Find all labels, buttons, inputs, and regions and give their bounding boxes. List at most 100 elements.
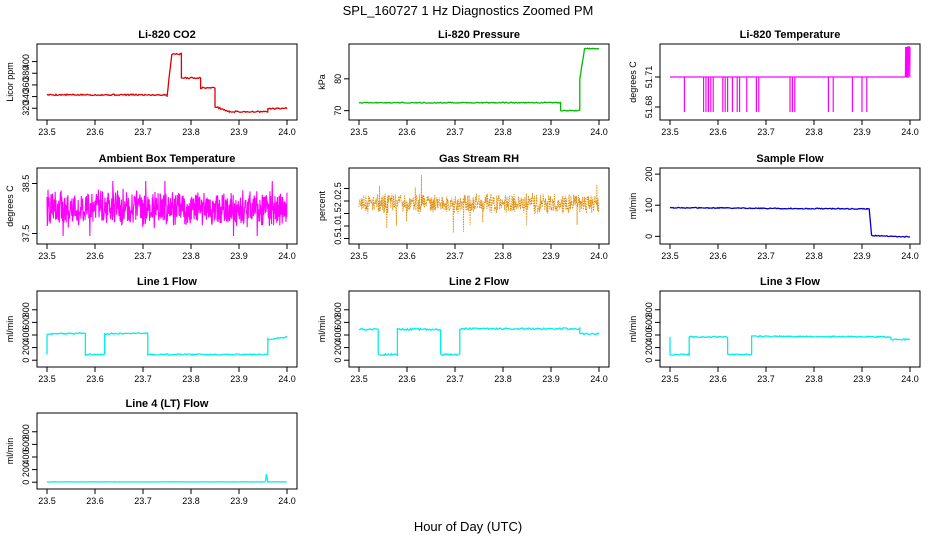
series-line xyxy=(669,206,911,238)
x-tick-label: 23.6 xyxy=(398,127,416,137)
x-tick-label: 23.5 xyxy=(38,127,56,137)
panel-9: Line 4 (LT) Flow ml/min 23.5 23.6 23.7 23.8 23… xyxy=(5,398,298,506)
y-axis-label: ml/min xyxy=(317,316,327,343)
x-tick-label: 23.7 xyxy=(134,127,152,137)
plot-frame xyxy=(659,290,921,368)
plot-frame xyxy=(348,290,610,368)
y-axis-label: Licor ppm xyxy=(5,62,15,102)
series-line xyxy=(46,332,288,357)
x-tick-label: 23.7 xyxy=(134,374,152,384)
y-tick-label: 51.68 xyxy=(644,96,654,119)
x-tick-label: 23.5 xyxy=(661,374,679,384)
series-line xyxy=(358,326,600,357)
x-tick-label: 23.5 xyxy=(350,251,368,261)
x-tick-label: 23.5 xyxy=(661,251,679,261)
x-tick-label: 23.9 xyxy=(230,251,248,261)
x-tick-label: 23.6 xyxy=(398,251,416,261)
y-tick-label: 2.5 xyxy=(333,182,343,195)
y-tick-label: 0 xyxy=(644,358,654,363)
x-tick-label: 23.7 xyxy=(757,374,775,384)
y-axis-label: ml/min xyxy=(628,316,638,343)
y-tick-label: 400 xyxy=(644,327,654,342)
panel-title: Line 3 Flow xyxy=(760,276,820,288)
x-tick-label: 23.5 xyxy=(38,374,56,384)
y-tick-label: 0 xyxy=(21,358,31,363)
y-tick-label: 400 xyxy=(21,449,31,464)
y-tick-label: 0 xyxy=(333,358,343,363)
x-tick-label: 23.7 xyxy=(446,374,464,384)
x-tick-label: 24.0 xyxy=(901,251,919,261)
x-tick-label: 23.7 xyxy=(757,127,775,137)
plot-frame xyxy=(659,167,921,245)
figure-title: SPL_160727 1 Hz Diagnostics Zoomed PM xyxy=(343,3,594,18)
plot-frame xyxy=(36,167,298,245)
y-axis-label: ml/min xyxy=(5,316,15,343)
x-tick-label: 23.6 xyxy=(709,374,727,384)
y-axis-label: kPa xyxy=(317,74,327,90)
series-line xyxy=(358,47,600,112)
x-tick-label: 23.6 xyxy=(398,374,416,384)
x-tick-label: 23.6 xyxy=(86,374,104,384)
x-tick-label: 24.0 xyxy=(590,374,608,384)
plot-frame xyxy=(348,167,610,245)
plot-frame xyxy=(36,412,298,490)
x-tick-label: 23.5 xyxy=(38,496,56,506)
series-line xyxy=(46,52,288,114)
panel-title: Ambient Box Temperature xyxy=(99,153,236,165)
x-tick-label: 24.0 xyxy=(278,127,296,137)
panel-4: Gas Stream RH percent 23.5 23.6 23.7 23.8 23.9… xyxy=(317,153,610,261)
x-tick-label: 23.9 xyxy=(230,496,248,506)
y-tick-label: 600 xyxy=(644,315,654,330)
y-tick-label: 70 xyxy=(333,106,343,116)
series-spike-cluster xyxy=(904,46,911,78)
panel-title: Li-820 Pressure xyxy=(438,29,520,41)
figure-x-axis-label: Hour of Day (UTC) xyxy=(414,519,522,534)
x-tick-label: 24.0 xyxy=(278,251,296,261)
y-tick-label: 38.5 xyxy=(21,175,31,193)
y-tick-label: 600 xyxy=(21,437,31,452)
x-tick-label: 23.9 xyxy=(853,251,871,261)
y-tick-label: 800 xyxy=(333,302,343,317)
x-tick-label: 23.6 xyxy=(86,127,104,137)
x-tick-label: 23.9 xyxy=(230,374,248,384)
x-tick-label: 23.9 xyxy=(853,374,871,384)
x-tick-label: 23.5 xyxy=(350,127,368,137)
x-tick-label: 23.7 xyxy=(134,251,152,261)
y-tick-label: 0 xyxy=(21,480,31,485)
x-tick-label: 23.8 xyxy=(494,127,512,137)
x-tick-label: 23.7 xyxy=(134,496,152,506)
y-tick-label: 400 xyxy=(333,327,343,342)
x-tick-label: 23.9 xyxy=(230,127,248,137)
x-tick-label: 23.6 xyxy=(86,251,104,261)
y-tick-label: 0 xyxy=(644,234,654,239)
y-axis-label: degrees C xyxy=(628,61,638,103)
panel-title: Gas Stream RH xyxy=(439,153,519,165)
panel-title: Line 2 Flow xyxy=(449,276,509,288)
x-tick-label: 23.8 xyxy=(805,127,823,137)
panel-6: Line 1 Flow ml/min 23.5 23.6 23.7 23.8 23.9 24.… xyxy=(5,276,298,384)
x-tick-label: 23.7 xyxy=(757,251,775,261)
panel-title: Line 1 Flow xyxy=(137,276,197,288)
x-tick-label: 23.6 xyxy=(709,251,727,261)
x-tick-label: 24.0 xyxy=(901,127,919,137)
x-tick-label: 24.0 xyxy=(278,496,296,506)
y-tick-label: 200 xyxy=(644,340,654,355)
y-tick-label: 1.0 xyxy=(333,220,343,233)
x-tick-label: 23.8 xyxy=(182,374,200,384)
y-tick-label: 800 xyxy=(21,302,31,317)
y-tick-label: 320 xyxy=(21,101,31,116)
x-tick-label: 23.7 xyxy=(446,127,464,137)
panel-5: Sample Flow ml/min 23.5 23.6 23.7 23.8 23.9 24.… xyxy=(628,153,921,261)
plot-frame xyxy=(659,43,921,121)
panel-2: Li-820 Temperature degrees C 23.5 23.6 23.7 2… xyxy=(628,29,921,137)
panel-title: Sample Flow xyxy=(756,153,824,165)
y-tick-label: 800 xyxy=(644,302,654,317)
y-tick-label: 600 xyxy=(21,315,31,330)
series-line xyxy=(46,180,288,237)
x-tick-label: 24.0 xyxy=(590,127,608,137)
panel-title: Li-820 Temperature xyxy=(740,29,841,41)
y-tick-label: 2.0 xyxy=(333,195,343,208)
y-axis-label: percent xyxy=(317,190,327,221)
x-tick-label: 23.5 xyxy=(38,251,56,261)
